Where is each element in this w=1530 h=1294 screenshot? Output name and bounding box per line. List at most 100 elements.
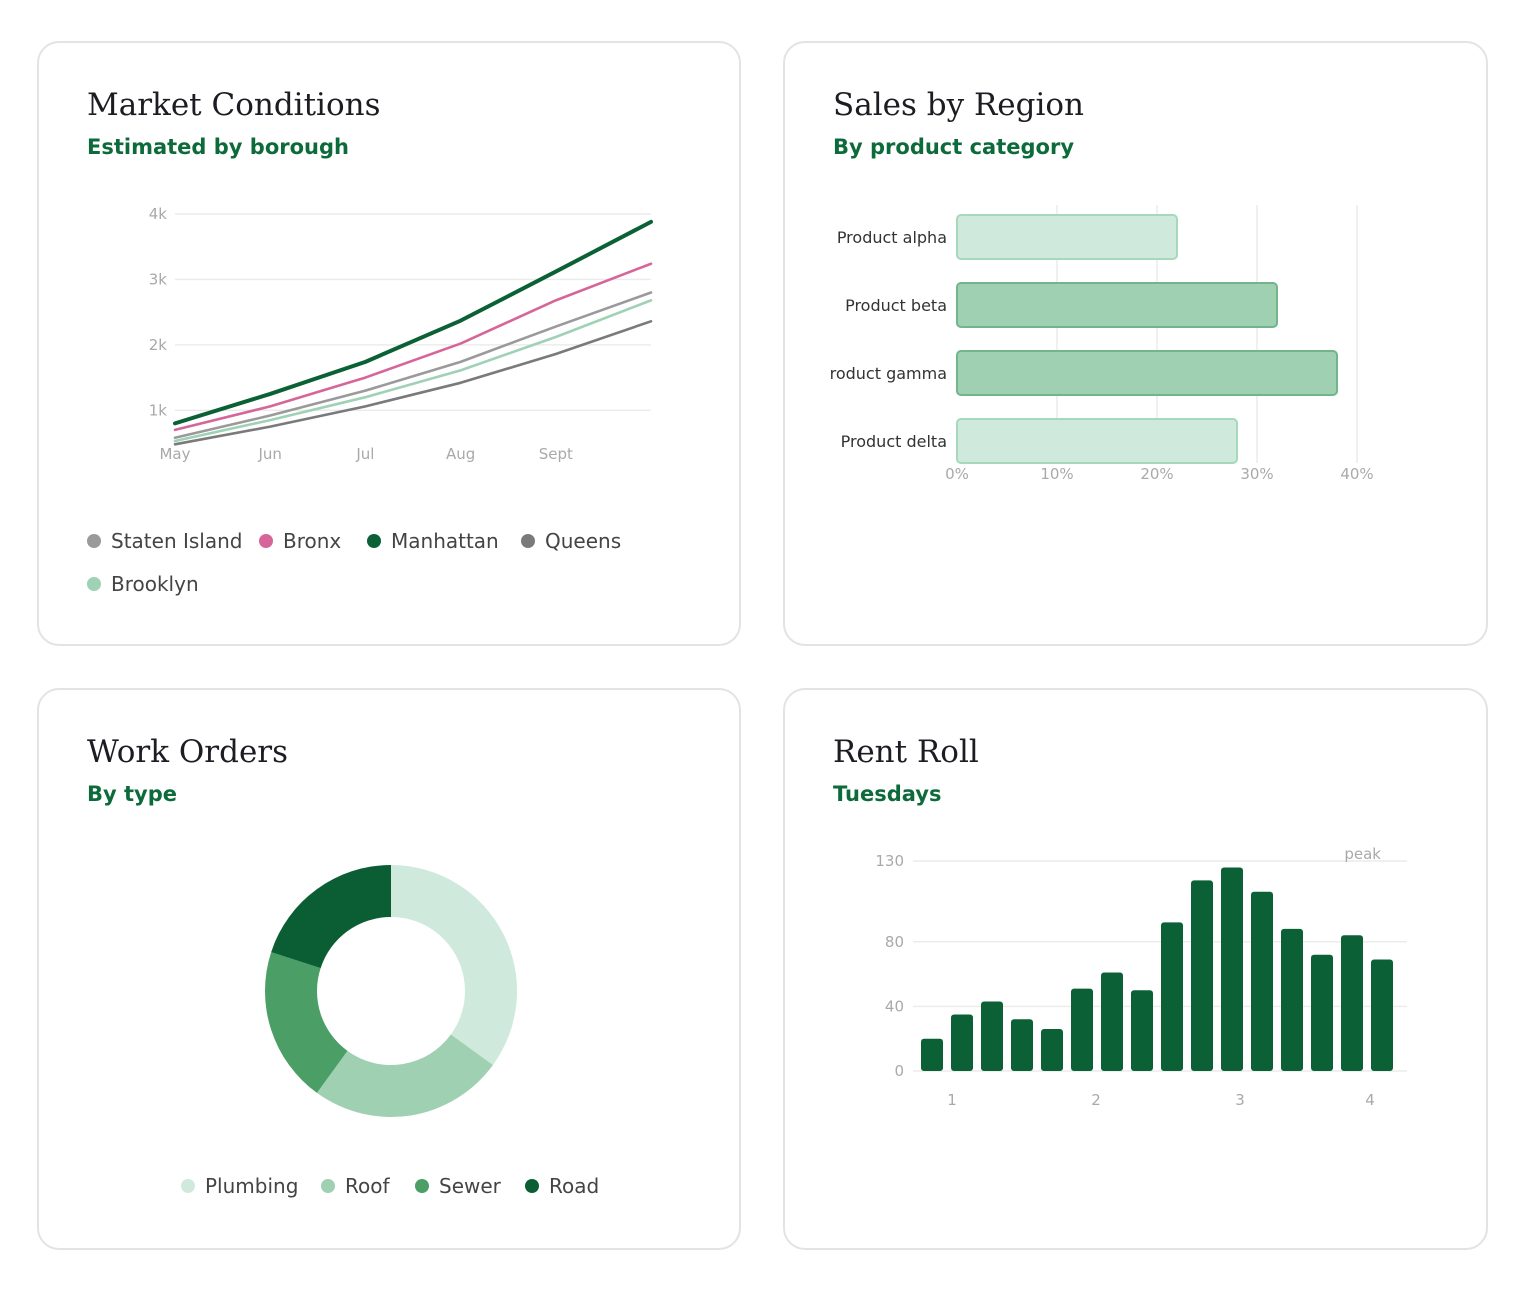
bar (1191, 880, 1213, 1071)
sales-by-region-card: Sales by Region By product category 0% 10… (783, 41, 1488, 646)
category-label: Product alpha (837, 228, 947, 247)
legend-label: Roof (345, 1174, 390, 1198)
bar (1311, 954, 1333, 1071)
card-title: Sales by Region (833, 87, 1085, 123)
bar (956, 418, 1238, 464)
bar (956, 350, 1338, 396)
bar (1071, 988, 1093, 1071)
bar (1371, 959, 1393, 1071)
x-tick-label: 10% (1040, 465, 1073, 483)
bar (1011, 1019, 1033, 1071)
x-tick-label: 4 (1365, 1091, 1375, 1109)
series-line-queens (173, 320, 653, 446)
legend-item: Road (525, 1174, 599, 1198)
card-subtitle: Estimated by borough (87, 135, 349, 159)
y-tick-label: 3k (149, 270, 168, 288)
bar (981, 1001, 1003, 1071)
card-title: Work Orders (87, 734, 289, 770)
legend-swatch (321, 1179, 335, 1193)
legend-swatch (259, 534, 273, 548)
sales-bar-chart: 0% 10% 20% 30% 40% Product alpha Product beta r… (830, 205, 1374, 483)
pie-slice-sewer (265, 952, 348, 1093)
category-label: roduct gamma (830, 364, 947, 383)
legend-label: Bronx (283, 529, 342, 553)
rent-roll-bar-chart: 0 40 80 130 peak 1 2 3 4 (875, 845, 1407, 1109)
legend-item: Manhattan (367, 529, 499, 553)
y-tick-label: 0 (894, 1062, 904, 1080)
x-tick-label: Sept (539, 445, 573, 463)
market-conditions-card: Market Conditions Estimated by borough 1… (37, 41, 741, 646)
legend-swatch (415, 1179, 429, 1193)
legend-label: Plumbing (205, 1174, 299, 1198)
bar (1221, 867, 1243, 1071)
series-line-manhattan (173, 219, 653, 426)
x-tick-label: Aug (446, 445, 475, 463)
card-title: Rent Roll (833, 734, 979, 770)
x-tick-label: 30% (1240, 465, 1273, 483)
bar (1101, 972, 1123, 1071)
y-tick-label: 4k (149, 205, 168, 223)
bar (1161, 922, 1183, 1071)
y-tick-label: 40 (885, 997, 904, 1015)
x-tick-label: 2 (1091, 1091, 1101, 1109)
bar (1041, 1029, 1063, 1071)
bar (956, 282, 1278, 328)
bar (921, 1038, 943, 1071)
bar (956, 214, 1178, 260)
x-tick-label: 40% (1340, 465, 1373, 483)
rent-roll-card: Rent Roll Tuesdays 0 40 80 130 peak 1 2 3 4 (783, 688, 1488, 1250)
legend-swatch (367, 534, 381, 548)
bar (1251, 891, 1273, 1071)
x-tick-label: Jul (355, 445, 374, 463)
y-tick-label: 1k (149, 401, 168, 419)
series-line-brooklyn (173, 299, 653, 443)
reference-line-label: peak (1344, 845, 1381, 863)
work-orders-card: Work Orders By type Plumbing Roof Sewer Roa… (37, 688, 741, 1250)
legend-label: Staten Island (111, 529, 243, 553)
legend-swatch (521, 534, 535, 548)
bar (1341, 935, 1363, 1071)
legend-label: Manhattan (391, 529, 499, 553)
category-label: Product beta (845, 296, 947, 315)
bar (1281, 928, 1303, 1071)
legend-label: Sewer (439, 1174, 501, 1198)
legend-item: Brooklyn (87, 572, 199, 596)
card-subtitle: By product category (833, 135, 1075, 159)
x-tick-label: 1 (947, 1091, 957, 1109)
legend-swatch (87, 577, 101, 591)
bar (1131, 990, 1153, 1071)
x-tick-label: Jun (257, 445, 281, 463)
market-line-chart: 1k 2k 3k 4k May Jun Jul Aug Sept (149, 205, 653, 463)
legend-label: Queens (545, 529, 622, 553)
y-tick-label: 80 (885, 933, 904, 951)
work-orders-legend: Plumbing Roof Sewer Road (39, 1174, 739, 1204)
x-tick-label: 0% (945, 465, 969, 483)
pie-slice-roof (316, 1034, 493, 1117)
legend-swatch (525, 1179, 539, 1193)
legend-item: Queens (521, 529, 621, 553)
category-label: Product delta (841, 432, 947, 451)
series-line-staten-island (173, 291, 653, 440)
card-title: Market Conditions (87, 87, 381, 123)
legend-item: Roof (321, 1174, 390, 1198)
card-subtitle: Tuesdays (833, 782, 942, 806)
pie-slice-plumbing (391, 865, 517, 1066)
bar (951, 1014, 973, 1071)
legend-label: Road (549, 1174, 600, 1198)
y-tick-label: 130 (875, 852, 904, 870)
legend-swatch (181, 1179, 195, 1193)
x-tick-label: 3 (1235, 1091, 1245, 1109)
legend-item: Bronx (259, 529, 341, 553)
legend-item: Staten Island (87, 529, 242, 553)
legend-swatch (87, 534, 101, 548)
y-tick-label: 2k (149, 336, 168, 354)
legend-item: Sewer (415, 1174, 501, 1198)
x-tick-label: May (159, 445, 190, 463)
pie-slice-road (271, 865, 391, 969)
x-tick-label: 20% (1140, 465, 1173, 483)
series-line-bronx (173, 262, 653, 432)
legend-label: Brooklyn (111, 572, 199, 596)
market-legend: Staten Island Bronx Manhattan Queens Brookly… (87, 529, 707, 609)
work-orders-donut-chart (265, 865, 517, 1117)
legend-item: Plumbing (181, 1174, 298, 1198)
